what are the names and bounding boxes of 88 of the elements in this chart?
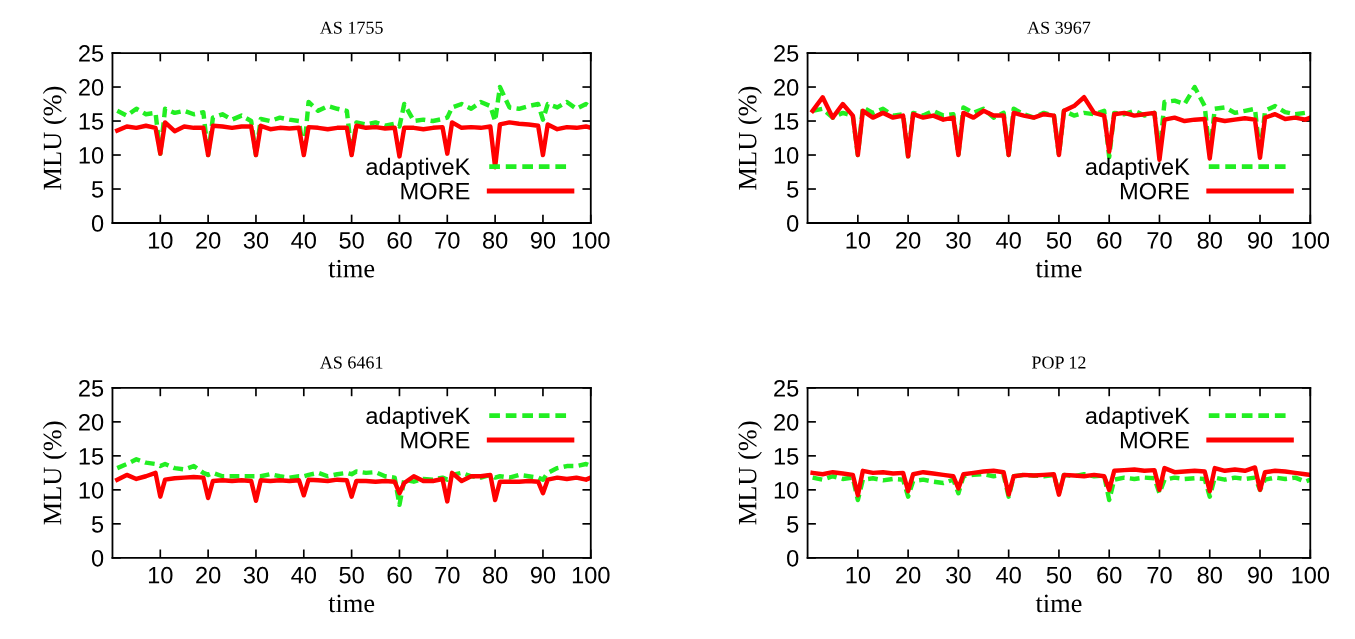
y-tick-label: 25 [79,45,104,62]
x-tick-label: 40 [996,566,1021,584]
x-tick-label: 30 [243,566,269,584]
x-tick-label: 80 [1197,566,1222,584]
x-tick-label: 90 [1247,566,1273,584]
y-axis-title: MLU (%) [737,86,762,190]
chart-title: AS 1755 [319,21,383,34]
x-tick-label: 50 [339,231,364,249]
legend-label: adaptiveK [1085,406,1190,429]
y-tick-label: 25 [79,379,104,397]
y-tick-label: 0 [787,215,799,232]
x-tick-label: 50 [1046,566,1072,584]
x-tick-label: 10 [148,566,173,584]
y-tick-label: 20 [79,79,104,96]
x-tick-label: 60 [1097,231,1122,249]
x-tick-label: 60 [387,231,412,249]
y-tick-label: 0 [787,549,799,567]
x-tick-label: 10 [846,231,871,249]
y-tick-label: 5 [787,181,799,198]
x-tick-label: 100 [572,231,610,249]
legend-label: adaptiveK [366,157,471,180]
y-tick-label: 25 [774,379,799,397]
x-tick-label: 20 [896,566,921,584]
x-tick-label: 60 [387,566,412,584]
x-tick-label: 20 [196,231,221,249]
x-tick-label: 20 [196,566,221,584]
x-tick-label: 50 [339,566,364,584]
y-axis-title: MLU (%) [737,421,762,525]
x-tick-label: 30 [243,231,269,249]
legend-label: MORE [401,182,470,200]
y-axis-title: MLU (%) [42,421,67,525]
y-tick-label: 10 [774,147,799,164]
legend-label: MORE [401,431,470,449]
y-tick-label: 20 [774,79,799,96]
chart-title: AS 3967 [1027,21,1091,34]
x-tick-label: 20 [896,231,921,249]
x-axis-title: time [328,259,375,278]
y-tick-label: 20 [774,413,799,431]
legend-label: MORE [1120,182,1189,200]
y-tick-label: 10 [79,481,104,499]
legend-label: adaptiveK [366,406,471,429]
y-axis-title: MLU (%) [42,86,67,190]
y-tick-label: 20 [79,413,104,431]
x-tick-label: 30 [946,231,971,249]
x-tick-label: 60 [1097,566,1122,584]
x-tick-label: 100 [1292,231,1330,249]
y-tick-label: 10 [774,481,799,499]
y-tick-label: 5 [91,516,104,533]
x-tick-label: 70 [435,566,460,584]
x-tick-label: 90 [530,231,556,249]
x-tick-label: 10 [148,231,173,249]
x-tick-label: 70 [1147,231,1172,249]
legend-label: MORE [1120,431,1189,449]
x-tick-label: 100 [1292,566,1330,584]
x-tick-label: 50 [1046,231,1072,249]
x-tick-label: 70 [1147,566,1172,584]
x-axis-title: time [1035,594,1082,613]
x-tick-label: 40 [291,566,316,584]
y-tick-label: 15 [774,113,799,130]
y-tick-label: 5 [91,181,104,198]
x-tick-label: 10 [846,566,871,584]
x-tick-label: 30 [946,566,971,584]
x-tick-label: 40 [996,231,1021,249]
x-tick-label: 40 [291,231,316,249]
y-tick-label: 15 [79,113,104,130]
line-series [810,472,1311,503]
x-tick-label: 90 [1247,231,1273,249]
x-tick-label: 80 [483,566,508,584]
x-axis-title: time [1035,259,1082,278]
y-tick-label: 5 [787,516,799,533]
y-tick-label: 15 [79,448,104,465]
x-tick-label: 80 [1197,231,1222,249]
y-tick-label: 25 [774,45,799,62]
line-series [115,457,591,508]
x-tick-label: 70 [435,231,460,249]
x-tick-label: 100 [572,566,610,584]
y-tick-label: 10 [79,147,104,164]
x-axis-title: time [328,594,375,613]
x-tick-label: 80 [483,231,508,249]
line-series [115,470,591,504]
x-tick-label: 90 [530,566,556,584]
y-tick-label: 0 [91,215,104,232]
chart-title: POP 12 [1031,356,1086,369]
chart-title: AS 6461 [319,356,383,369]
legend-label: adaptiveK [1085,157,1190,180]
line-series [810,465,1311,498]
y-tick-label: 0 [91,549,104,567]
y-tick-label: 15 [774,448,799,465]
